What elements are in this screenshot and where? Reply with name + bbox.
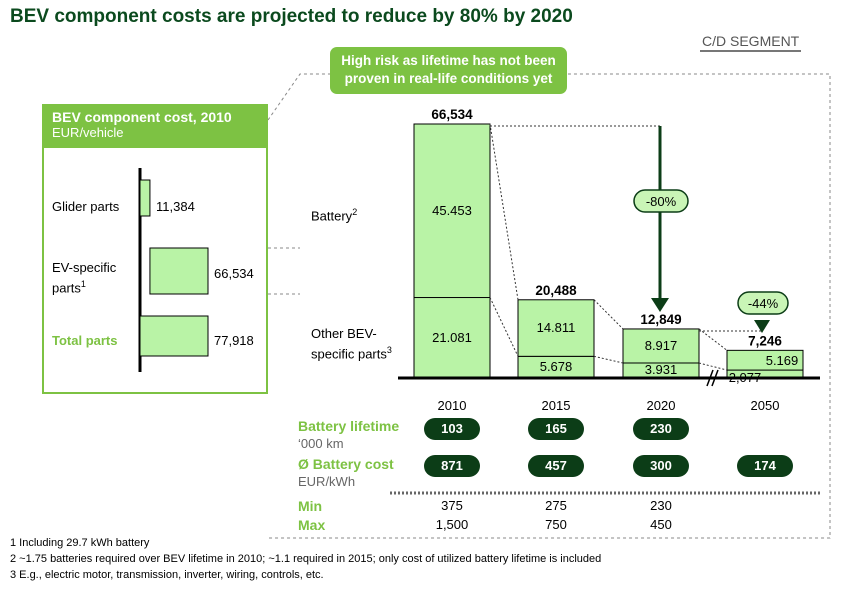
tick-2015: 2015 [542,398,571,413]
value-glider-parts: 11,384 [156,199,195,214]
label-battery-2020: 8.917 [645,338,678,353]
label-other-2015: 5.678 [540,359,573,374]
lifetime-pill-0: 103 [424,418,480,440]
series-label-battery: Battery2 [311,207,358,224]
connector-mid-1 [593,355,624,364]
label-total-2020: 12,849 [640,312,681,327]
value-ev-specific-parts: 66,534 [214,266,254,281]
max-value-0: 1,500 [435,517,469,532]
lifetime-unit: ‘000 km [298,436,344,451]
badge-44 [737,291,789,315]
label-other-2010: 21.081 [432,330,472,345]
bar-battery-2010 [413,123,491,299]
tick-2020: 2020 [647,398,676,413]
left-panel-box [42,148,268,394]
min-label: Min [298,498,323,514]
connector-mid-0 [489,297,519,357]
arrow80-head [651,298,669,312]
lifetime-label: Battery lifetime [298,418,400,434]
bar-battery-2020 [622,328,700,364]
left-panel-title: BEV component cost, 2010 [52,109,232,125]
series-label-other-parts: Other BEV-specific parts3 [311,326,392,362]
tick-2010: 2010 [438,398,467,413]
label-ev-specific-parts: EV-specific parts1 [52,260,117,296]
min-value-2: 230 [650,498,672,513]
left-panel-unit: EUR/vehicle [52,125,124,140]
tick-2050: 2050 [751,398,780,413]
left-panel-header: BEV component cost, 2010 EUR/vehicle [42,104,268,148]
max-value-1: 750 [545,517,567,532]
min-value-0: 375 [441,498,463,513]
page-title: BEV component costs are projected to red… [10,6,573,27]
label-battery-2050: 5.169 [766,353,799,368]
risk-callout: High risk as lifetime has not been prove… [330,47,567,94]
label-total-parts: Total parts [52,333,118,348]
battery-cost-unit: EUR/kWh [298,474,356,489]
label-total-2050: 7,246 [748,333,782,348]
axis-break-2 [711,369,719,387]
badge-44-text: -44% [748,296,779,311]
bar-other-2010 [413,297,491,379]
badge-80 [633,189,689,213]
label-other-2050: 2,077 [729,370,762,385]
lifetime-pill-1: 165 [528,418,584,440]
battery-cost-label: Ø Battery cost [298,456,394,472]
max-label: Max [298,517,326,533]
footnote-3: 3 E.g., electric motor, transmission, in… [10,569,324,581]
left-bar-0 [139,179,151,217]
callout-line-2: proven in real-life conditions yet [344,71,553,86]
connector-top-0 [489,123,519,300]
connector-mid-2 [698,362,728,371]
footnote-2: 2 ~1.75 batteries required over BEV life… [10,553,602,565]
arrow44-head [754,320,770,333]
lifetime-pill-2: 230 [633,418,689,440]
segment-label: C/D SEGMENT [700,33,802,52]
callout-line-1: High risk as lifetime has not been [341,53,556,68]
value-total-parts: 77,918 [214,333,254,348]
label-total-2010: 66,534 [431,107,473,122]
label-battery-2010: 45.453 [432,203,472,218]
bar-battery-2050 [726,349,804,371]
cost-pill-2: 300 [633,455,689,477]
min-value-1: 275 [545,498,567,513]
cost-pill-3: 174 [737,455,793,477]
max-value-2: 450 [650,517,672,532]
label-battery-2015: 14.811 [537,320,576,335]
left-bar-1 [149,247,209,295]
cost-pill-1: 457 [528,455,584,477]
label-total-2015: 20,488 [535,283,577,298]
footnote-1: 1 Including 29.7 kWh battery [10,537,150,549]
badge-80-text: -80% [646,194,677,209]
label-other-2020: 3.931 [645,362,678,377]
cost-pill-0: 871 [424,455,480,477]
axis-break-1 [706,369,714,387]
connector-top-2 [698,328,728,351]
connector-top-1 [593,299,624,330]
left-bar-2 [139,315,209,357]
bar-battery-2015 [517,299,595,357]
label-glider-parts: Glider parts [52,199,120,214]
